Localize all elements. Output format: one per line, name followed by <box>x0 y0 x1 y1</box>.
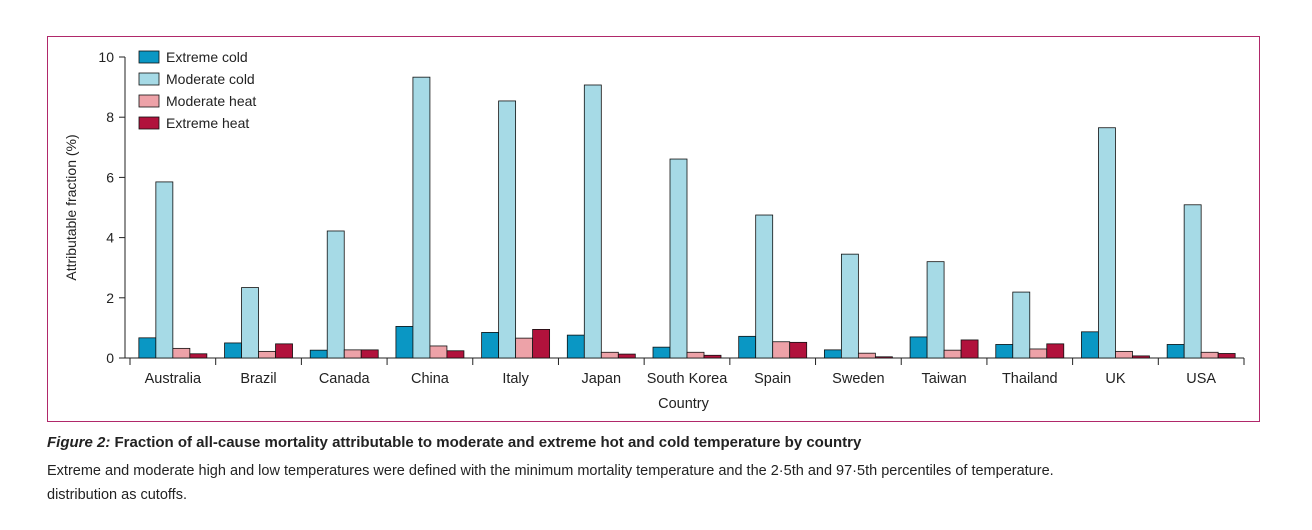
bar-moderate-cold <box>412 76 431 359</box>
bar-extreme-heat <box>960 339 979 359</box>
x-tick-label: USA <box>1186 371 1216 387</box>
bar-moderate-heat <box>1115 350 1133 359</box>
bar-extreme-cold <box>566 334 585 359</box>
bar-moderate-cold <box>583 84 602 359</box>
figure-caption-title: Figure 2: Fraction of all-cause mortalit… <box>47 434 1277 451</box>
figure-label: Figure 2: <box>47 434 111 451</box>
legend-swatch <box>138 50 160 64</box>
bar-extreme-cold <box>224 342 242 359</box>
bar-moderate-heat <box>429 345 448 359</box>
chart-frame <box>47 36 1260 422</box>
bar-extreme-cold <box>309 349 328 359</box>
bar-extreme-heat <box>275 343 293 359</box>
legend-swatch <box>138 116 160 130</box>
bar-extreme-cold <box>395 325 414 359</box>
legend-label: Extreme cold <box>166 49 248 65</box>
bar-moderate-cold <box>241 287 259 359</box>
bar-moderate-cold <box>326 230 345 359</box>
bar-moderate-cold <box>1183 204 1202 359</box>
bar-extreme-cold <box>738 335 757 359</box>
x-tick-label: Taiwan <box>922 371 967 387</box>
figure-caption-body: Extreme and moderate high and low temper… <box>47 459 1277 507</box>
bar-moderate-heat <box>515 337 534 359</box>
bar-extreme-cold <box>909 336 928 359</box>
bar-extreme-heat <box>360 349 379 359</box>
bar-extreme-cold <box>1166 344 1185 359</box>
legend-label: Moderate heat <box>166 93 256 109</box>
y-tick-label: 4 <box>106 230 114 246</box>
bar-moderate-cold <box>1012 291 1031 359</box>
x-tick-label: Canada <box>319 371 371 387</box>
y-tick-label: 2 <box>106 290 114 306</box>
legend-swatch <box>138 94 160 108</box>
bar-extreme-heat <box>1217 353 1236 359</box>
bar-moderate-heat <box>1029 348 1048 359</box>
y-axis-label: Attributable fraction (%) <box>63 134 79 280</box>
y-tick-label: 0 <box>106 350 114 366</box>
x-tick-label: Spain <box>754 371 791 387</box>
bar-extreme-heat <box>874 356 893 359</box>
legend-swatch <box>138 72 160 86</box>
bar-moderate-heat <box>686 351 705 359</box>
bar-extreme-cold <box>1081 331 1099 359</box>
x-tick-label: UK <box>1105 371 1125 387</box>
bar-moderate-cold <box>1098 127 1116 359</box>
bar-moderate-cold <box>926 261 945 359</box>
bar-moderate-heat <box>258 350 276 359</box>
x-tick-label: Australia <box>145 371 202 387</box>
x-tick-label: Italy <box>502 371 529 387</box>
bar-extreme-heat <box>703 354 722 359</box>
bar-moderate-heat <box>772 341 791 359</box>
caption-line-2: distribution as cutoffs. <box>47 487 187 503</box>
bar-extreme-heat <box>189 353 208 359</box>
bar-extreme-cold <box>138 337 157 359</box>
bar-moderate-cold <box>840 253 859 359</box>
x-tick-label: Sweden <box>832 371 884 387</box>
bar-extreme-heat <box>617 353 636 359</box>
bar-moderate-heat <box>172 347 191 359</box>
bar-moderate-cold <box>755 214 774 359</box>
bar-moderate-heat <box>857 352 876 359</box>
y-tick-label: 8 <box>106 109 114 125</box>
bar-extreme-heat <box>446 350 465 359</box>
x-tick-label: Japan <box>582 371 622 387</box>
bar-moderate-heat <box>943 349 962 359</box>
bar-extreme-cold <box>995 344 1014 359</box>
bar-extreme-heat <box>789 341 808 359</box>
legend-label: Moderate cold <box>166 71 255 87</box>
bar-extreme-cold <box>652 346 671 359</box>
bar-moderate-heat <box>1200 351 1219 359</box>
x-axis-label: Country <box>658 396 710 412</box>
caption-line-1: Extreme and moderate high and low temper… <box>47 463 1054 479</box>
bar-extreme-heat <box>1132 355 1150 359</box>
x-tick-label: China <box>411 371 450 387</box>
bar-extreme-heat <box>1046 343 1065 359</box>
legend-label: Extreme heat <box>166 115 249 131</box>
bar-extreme-cold <box>823 349 842 359</box>
bar-moderate-heat <box>600 351 619 359</box>
bar-extreme-heat <box>532 329 551 359</box>
bar-moderate-cold <box>669 158 688 359</box>
y-tick-label: 10 <box>98 49 114 65</box>
y-tick-label: 6 <box>106 169 114 185</box>
figure-title: Fraction of all-cause mortality attribut… <box>114 434 862 451</box>
bar-moderate-heat <box>343 349 362 359</box>
bar-moderate-cold <box>498 100 517 359</box>
bar-chart: 0 2 4 6 8 10 Attributable fraction (%) Australi… <box>63 49 1245 412</box>
x-tick-label: Brazil <box>240 371 276 387</box>
bar-moderate-cold <box>155 181 174 359</box>
x-tick-label: Thailand <box>1002 371 1058 387</box>
x-tick-label: South Korea <box>647 371 729 387</box>
bar-extreme-cold <box>481 332 500 359</box>
